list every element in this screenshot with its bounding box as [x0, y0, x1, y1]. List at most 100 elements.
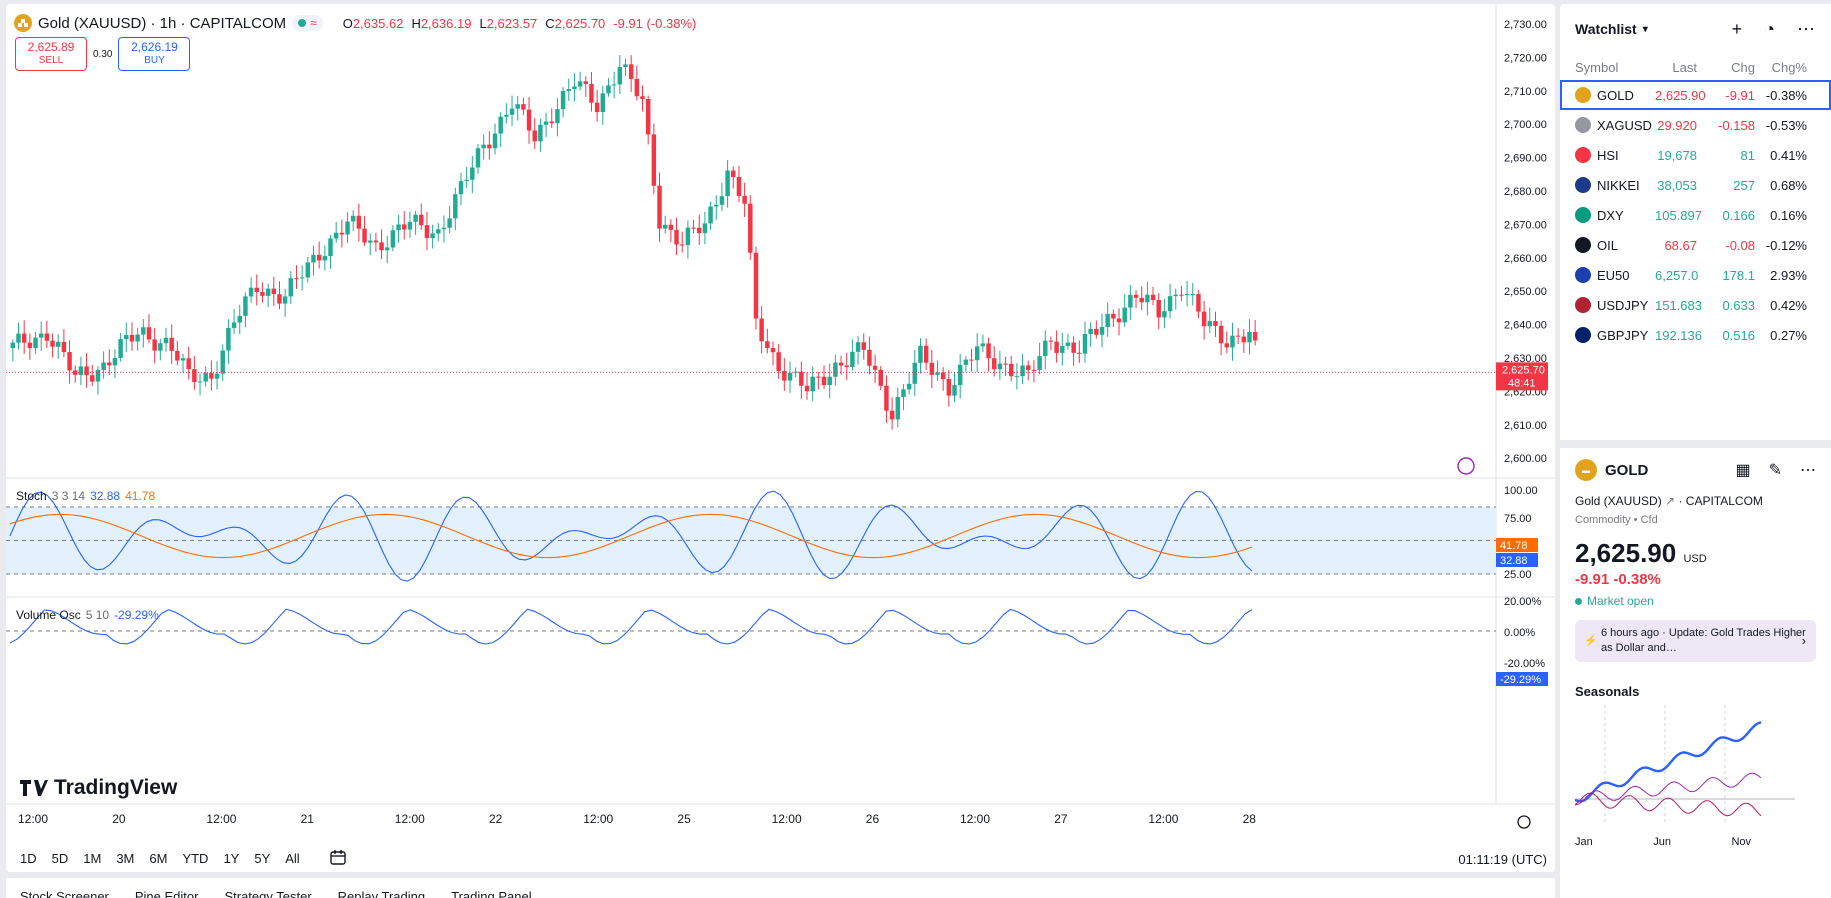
candle-body [1241, 336, 1247, 343]
utc-clock[interactable]: 01:11:19 (UTC) [1458, 852, 1547, 867]
volosc-legend[interactable]: Volume Osc 5 10 -29.29% [16, 608, 159, 622]
sidebar-divider [1560, 440, 1831, 448]
advanced-view-icon[interactable]: ◔ [1764, 18, 1775, 39]
watchlist-row-usdjpy[interactable]: USDJPY 151.683 0.633 0.42% [1560, 290, 1831, 320]
col-symbol[interactable]: Symbol [1575, 59, 1619, 75]
sell-button[interactable]: 2,625.89 SELL [15, 37, 87, 71]
watchlist-row-gbpjpy[interactable]: GBPJPY 192.136 0.516 0.27% [1560, 320, 1831, 350]
candle-body [821, 376, 827, 386]
tradingview-logo[interactable]: TradingView [20, 776, 177, 800]
candle-body [566, 89, 571, 91]
tab-replay-trading[interactable]: Replay Trading [337, 889, 426, 898]
chg-value: -0.158 [1718, 117, 1755, 133]
seasonals-title[interactable]: Seasonals [1575, 684, 1640, 699]
candle-body [1054, 341, 1059, 353]
candle-body [271, 288, 277, 295]
watchlist-row-dxy[interactable]: DXY 105.897 0.166 0.16% [1560, 200, 1831, 230]
details-symbol[interactable]: GOLD [1605, 461, 1649, 479]
watchlist-row-gold[interactable]: GOLD 2,625.90 -9.91 -0.38% [1560, 80, 1831, 110]
tradingview-logo-icon [20, 780, 48, 796]
col-last[interactable]: Last [1672, 59, 1697, 75]
symbol-title[interactable]: Gold (XAUUSD) · 1h · CAPITALCOM [38, 14, 287, 32]
grid-icon[interactable]: ▦ [1735, 462, 1751, 479]
date-range-icon[interactable] [329, 848, 349, 869]
candle-body [572, 86, 577, 90]
details-change: -9.91 -0.38% [1575, 571, 1661, 588]
seasonals-axis: Jan Jun Nov [1575, 836, 1751, 848]
candle-body [543, 121, 549, 125]
buy-button[interactable]: 2,626.19 BUY [118, 37, 191, 71]
tab-trading-panel[interactable]: Trading Panel [451, 889, 532, 898]
candle-body [1128, 294, 1133, 308]
settings-icon [1517, 815, 1531, 829]
watchlist-row-nikkei[interactable]: NIKKEI 38,053 257 0.68% [1560, 170, 1831, 200]
stoch-k-tag-label: 32.88 [1500, 555, 1528, 567]
stoch-legend[interactable]: Stoch 3 3 14 32.88 41.78 [16, 489, 155, 503]
range-all[interactable]: All [285, 850, 300, 866]
candle-body [175, 350, 180, 361]
candle-body [555, 109, 560, 124]
candle-body [986, 343, 991, 359]
price-axis-label: 2,630.00 [1504, 353, 1547, 365]
candle-body [906, 383, 912, 390]
candle-body [112, 357, 118, 366]
watchlist-header: Watchlist ▾ + ◔ ⋯ [1560, 4, 1831, 54]
add-symbol-icon[interactable]: + [1731, 18, 1743, 39]
news-headline[interactable]: ⚡ 6 hours ago · Update: Gold Trades High… [1575, 620, 1816, 662]
range-6m[interactable]: 6M [149, 850, 168, 866]
candle-body [254, 287, 259, 293]
chart-canvas[interactable]: 2,730.00 2,720.00 2,710.00 2,700.00 2,690.00… [6, 4, 1555, 872]
candle-body [844, 365, 849, 367]
time-axis-label: 12:00 [772, 812, 802, 826]
watchlist-row-eu50[interactable]: EU50 6,257.0 178.1 2.93% [1560, 260, 1831, 290]
details-category: Commodity • Cfd [1575, 514, 1658, 526]
candle-body [169, 337, 174, 351]
candle-body [583, 81, 589, 84]
candle-body [889, 410, 895, 420]
candle-body [782, 371, 787, 381]
col-chgp[interactable]: Chg% [1771, 59, 1807, 75]
price-axis-label: 2,680.00 [1504, 186, 1547, 198]
candle-body [1043, 340, 1048, 357]
edit-icon[interactable]: ✎ [1768, 462, 1782, 479]
tab-strategy-tester[interactable]: Strategy Tester [224, 889, 312, 898]
candle-body [731, 170, 736, 178]
candle-body [810, 376, 815, 392]
candle-body [1139, 297, 1144, 303]
candle-body [441, 227, 447, 230]
seasonals-current-line [1574, 721, 1762, 803]
volosc-name: Volume Osc [16, 608, 81, 622]
watchlist-row-xagusd[interactable]: XAGUSD 29.920 -0.158 -0.53% [1560, 110, 1831, 140]
candle-body [1167, 296, 1173, 312]
candle-body [16, 333, 21, 343]
col-chg[interactable]: Chg [1731, 59, 1755, 75]
candle-body [67, 352, 72, 371]
spread-value: 0.30 [93, 48, 113, 60]
watchlist-row-oil[interactable]: OIL 68.67 -0.08 -0.12% [1560, 230, 1831, 260]
range-5d[interactable]: 5D [51, 850, 69, 866]
range-3m[interactable]: 3M [116, 850, 135, 866]
more-icon[interactable]: ⋯ [1797, 18, 1815, 39]
range-5y[interactable]: 5Y [254, 850, 271, 866]
range-1m[interactable]: 1M [83, 850, 102, 866]
watchlist-row-hsi[interactable]: HSI 19,678 81 0.41% [1560, 140, 1831, 170]
range-1d[interactable]: 1D [20, 850, 37, 866]
tab-stock-screener[interactable]: Stock Screener [20, 889, 109, 898]
range-ytd[interactable]: YTD [182, 850, 209, 866]
market-status-pill[interactable]: ≈ [292, 15, 323, 31]
chart-panel[interactable]: 2,730.00 2,720.00 2,710.00 2,700.00 2,690.00… [6, 4, 1555, 872]
stoch-axis-label: 100.00 [1504, 485, 1538, 497]
tab-pine-editor[interactable]: Pine Editor [134, 889, 199, 898]
candle-body [481, 144, 486, 149]
candle-body [475, 148, 481, 168]
chevron-down-icon[interactable]: ▾ [1642, 23, 1648, 35]
chg-value: 178.1 [1722, 267, 1755, 283]
last-price-tag [1496, 362, 1548, 391]
external-link-icon[interactable]: ↗ [1665, 494, 1676, 508]
watchlist-title[interactable]: Watchlist [1575, 21, 1637, 37]
range-1y[interactable]: 1Y [223, 850, 240, 866]
candle-body [84, 366, 89, 376]
seasonals-chart[interactable] [1574, 699, 1805, 829]
more-icon[interactable]: ⋯ [1800, 462, 1816, 479]
candle-body [430, 233, 435, 239]
